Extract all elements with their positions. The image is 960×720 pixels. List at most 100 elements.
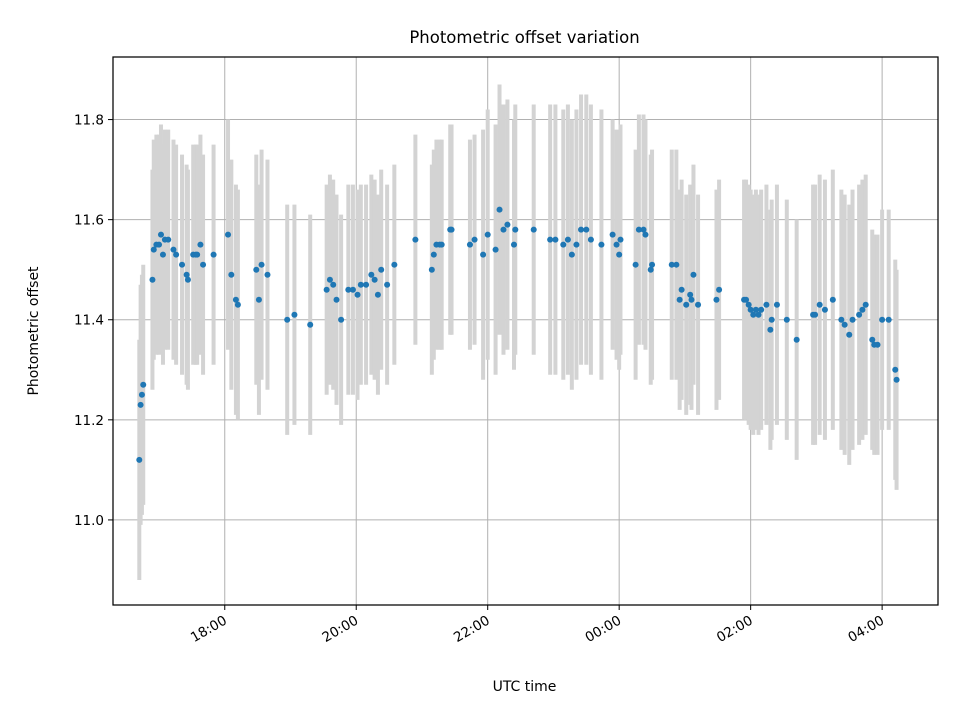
- data-point: [616, 251, 623, 258]
- data-point: [210, 251, 217, 258]
- data-point: [466, 241, 473, 248]
- data-point: [560, 241, 567, 248]
- data-point: [357, 281, 364, 288]
- data-point: [438, 241, 445, 248]
- data-point: [613, 241, 620, 248]
- y-tick-label: 11.0: [74, 513, 104, 529]
- data-point: [170, 246, 177, 253]
- data-point: [384, 281, 391, 288]
- data-point: [829, 296, 836, 303]
- data-point: [484, 231, 491, 238]
- y-axis-label: Photometric offset: [26, 266, 42, 396]
- data-point: [773, 301, 780, 308]
- data-point: [412, 236, 419, 243]
- data-point: [879, 316, 886, 323]
- data-point: [363, 281, 370, 288]
- data-point: [547, 236, 554, 243]
- data-point: [885, 316, 892, 323]
- data-point: [821, 306, 828, 313]
- data-point: [430, 251, 437, 258]
- data-point: [165, 236, 172, 243]
- data-point: [812, 311, 819, 318]
- data-point: [368, 271, 375, 278]
- data-point: [225, 231, 232, 238]
- data-point: [471, 236, 478, 243]
- data-point: [752, 306, 759, 313]
- data-point: [668, 261, 675, 268]
- data-point: [197, 241, 204, 248]
- data-point: [173, 251, 180, 258]
- data-point: [649, 261, 656, 268]
- data-point: [323, 286, 330, 293]
- data-point: [200, 261, 207, 268]
- data-point: [673, 261, 680, 268]
- data-point: [234, 301, 241, 308]
- y-tick-label: 11.4: [74, 313, 104, 329]
- data-point: [632, 261, 639, 268]
- data-point: [564, 236, 571, 243]
- data-point: [859, 306, 866, 313]
- data-point: [687, 291, 694, 298]
- data-point: [354, 291, 361, 298]
- data-point: [136, 456, 143, 463]
- data-point: [255, 296, 262, 303]
- data-point: [552, 236, 559, 243]
- data-point: [755, 311, 762, 318]
- data-point: [893, 376, 900, 383]
- data-point: [264, 271, 271, 278]
- data-point: [137, 401, 144, 408]
- data-point: [179, 261, 186, 268]
- y-axis-ticks: 11.0 11.2 11.4 11.6 11.8: [74, 113, 113, 529]
- data-point: [747, 306, 754, 313]
- data-point: [743, 296, 750, 303]
- data-point: [758, 306, 765, 313]
- data-point: [284, 316, 291, 323]
- data-point: [157, 231, 164, 238]
- data-point: [793, 336, 800, 343]
- data-point: [647, 266, 654, 273]
- plot-frame: [112, 56, 939, 606]
- data-point: [512, 226, 519, 233]
- chart-title: Photometric offset variation: [409, 28, 639, 47]
- data-point: [374, 291, 381, 298]
- data-point: [745, 301, 752, 308]
- data-point: [183, 271, 190, 278]
- data-point: [568, 251, 575, 258]
- data-point: [678, 286, 685, 293]
- data-point: [763, 301, 770, 308]
- data-point: [184, 276, 191, 283]
- data-point: [750, 311, 757, 318]
- data-point: [869, 336, 876, 343]
- data-point: [140, 381, 147, 388]
- data-point: [716, 286, 723, 293]
- data-point: [768, 316, 775, 323]
- data-point: [849, 316, 856, 323]
- data-point: [635, 226, 642, 233]
- data-point: [688, 296, 695, 303]
- data-point: [326, 276, 333, 283]
- data-point: [695, 301, 702, 308]
- data-point: [683, 301, 690, 308]
- y-tick-label: 11.6: [74, 213, 104, 229]
- data-point: [338, 316, 345, 323]
- data-point: [504, 221, 511, 228]
- data-point: [496, 206, 503, 213]
- data-point: [690, 271, 697, 278]
- y-tick-label: 11.2: [74, 413, 104, 429]
- data-point: [391, 261, 398, 268]
- data-point: [448, 226, 455, 233]
- data-point: [874, 341, 881, 348]
- data-point: [816, 301, 823, 308]
- data-point: [291, 311, 298, 318]
- data-point: [767, 326, 774, 333]
- data-point: [480, 251, 487, 258]
- data-point: [783, 316, 790, 323]
- data-point: [838, 316, 845, 323]
- data-point: [345, 286, 352, 293]
- data-point: [676, 296, 683, 303]
- data-point: [138, 391, 145, 398]
- data-point: [892, 366, 899, 373]
- y-tick-label: 11.8: [74, 113, 104, 129]
- data-point: [856, 311, 863, 318]
